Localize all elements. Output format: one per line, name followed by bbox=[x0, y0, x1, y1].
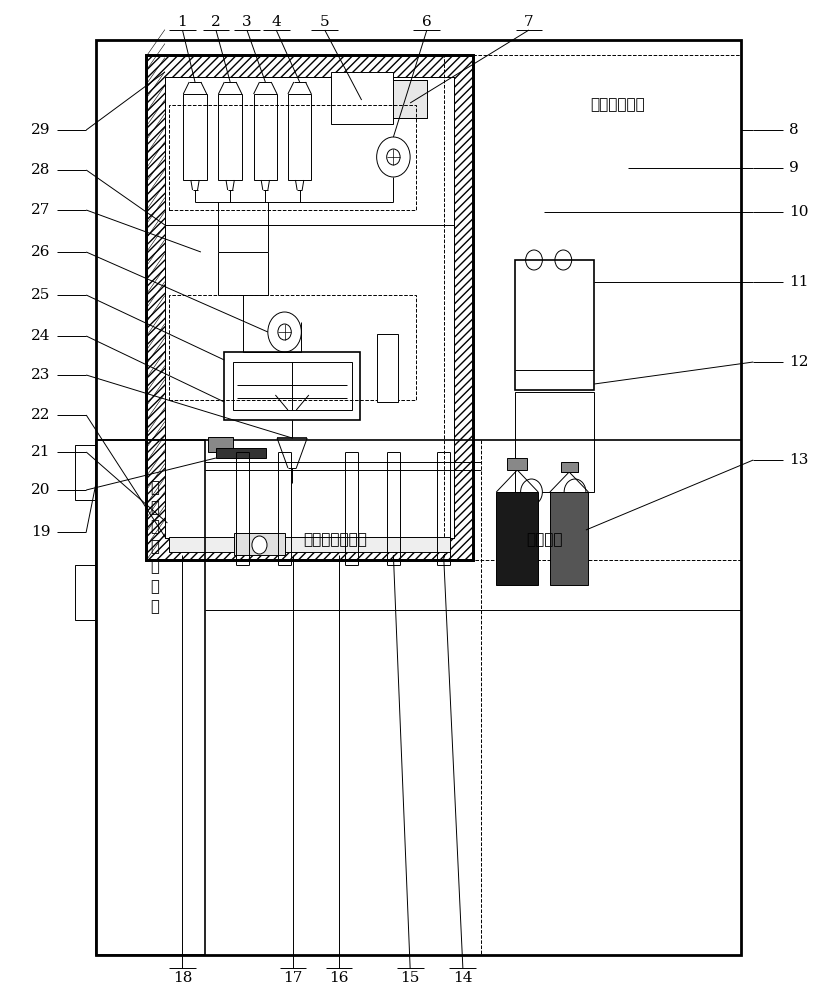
Bar bbox=[507, 458, 527, 470]
Text: 23: 23 bbox=[31, 368, 50, 382]
Text: 2: 2 bbox=[211, 15, 221, 29]
Bar bbox=[549, 492, 588, 585]
Text: 计
算
机
控
制
系
统: 计 算 机 控 制 系 统 bbox=[150, 480, 159, 614]
Bar bbox=[96, 40, 740, 955]
Text: 18: 18 bbox=[172, 971, 192, 985]
Circle shape bbox=[520, 479, 542, 505]
Bar bbox=[75, 445, 96, 500]
Text: 1: 1 bbox=[177, 15, 187, 29]
Bar bbox=[169, 537, 450, 552]
Text: 6: 6 bbox=[421, 15, 431, 29]
Bar bbox=[216, 448, 266, 458]
Bar bbox=[165, 77, 454, 538]
Text: 升降台动力装置: 升降台动力装置 bbox=[303, 532, 366, 548]
Text: 5: 5 bbox=[319, 15, 329, 29]
Text: 27: 27 bbox=[31, 203, 50, 217]
Text: 4: 4 bbox=[271, 15, 281, 29]
Bar bbox=[443, 55, 740, 560]
Text: 14: 14 bbox=[452, 971, 472, 985]
Text: 8: 8 bbox=[788, 123, 798, 137]
Circle shape bbox=[252, 536, 267, 554]
Text: 送粉装置: 送粉装置 bbox=[525, 532, 562, 548]
Bar bbox=[234, 533, 284, 555]
Bar bbox=[218, 94, 242, 180]
Bar bbox=[96, 440, 205, 955]
Bar bbox=[514, 392, 594, 492]
Bar bbox=[393, 80, 426, 118]
Text: 20: 20 bbox=[31, 483, 50, 497]
Bar bbox=[496, 492, 538, 585]
Text: 10: 10 bbox=[788, 205, 808, 219]
Text: 12: 12 bbox=[788, 355, 808, 369]
Text: 11: 11 bbox=[788, 275, 808, 289]
Text: 29: 29 bbox=[31, 123, 50, 137]
Bar bbox=[224, 352, 359, 420]
Bar bbox=[232, 362, 351, 410]
Bar bbox=[75, 565, 96, 620]
Circle shape bbox=[563, 479, 585, 505]
Text: 22: 22 bbox=[31, 408, 50, 422]
Text: 7: 7 bbox=[523, 15, 533, 29]
Text: 17: 17 bbox=[283, 971, 303, 985]
Text: 3: 3 bbox=[242, 15, 252, 29]
Bar bbox=[560, 462, 577, 472]
Bar bbox=[183, 94, 206, 180]
Text: 24: 24 bbox=[31, 329, 50, 343]
Bar bbox=[207, 437, 232, 452]
Bar bbox=[169, 105, 415, 210]
Text: 28: 28 bbox=[31, 163, 50, 177]
Text: 19: 19 bbox=[31, 525, 50, 539]
Bar bbox=[376, 334, 397, 402]
Bar bbox=[165, 77, 454, 538]
Text: 9: 9 bbox=[788, 161, 798, 175]
Text: 15: 15 bbox=[400, 971, 420, 985]
Bar bbox=[169, 295, 415, 400]
Text: 打印控制装置: 打印控制装置 bbox=[589, 98, 644, 112]
Bar bbox=[146, 55, 472, 560]
Text: 16: 16 bbox=[329, 971, 349, 985]
Bar bbox=[288, 94, 311, 180]
Text: 13: 13 bbox=[788, 453, 808, 467]
Text: 21: 21 bbox=[31, 445, 50, 459]
Bar bbox=[253, 94, 277, 180]
Bar bbox=[330, 72, 393, 124]
Bar bbox=[146, 55, 472, 560]
Bar bbox=[146, 55, 472, 560]
Text: 26: 26 bbox=[31, 245, 50, 259]
Bar bbox=[514, 260, 594, 390]
Bar bbox=[165, 77, 454, 538]
Text: 25: 25 bbox=[31, 288, 50, 302]
